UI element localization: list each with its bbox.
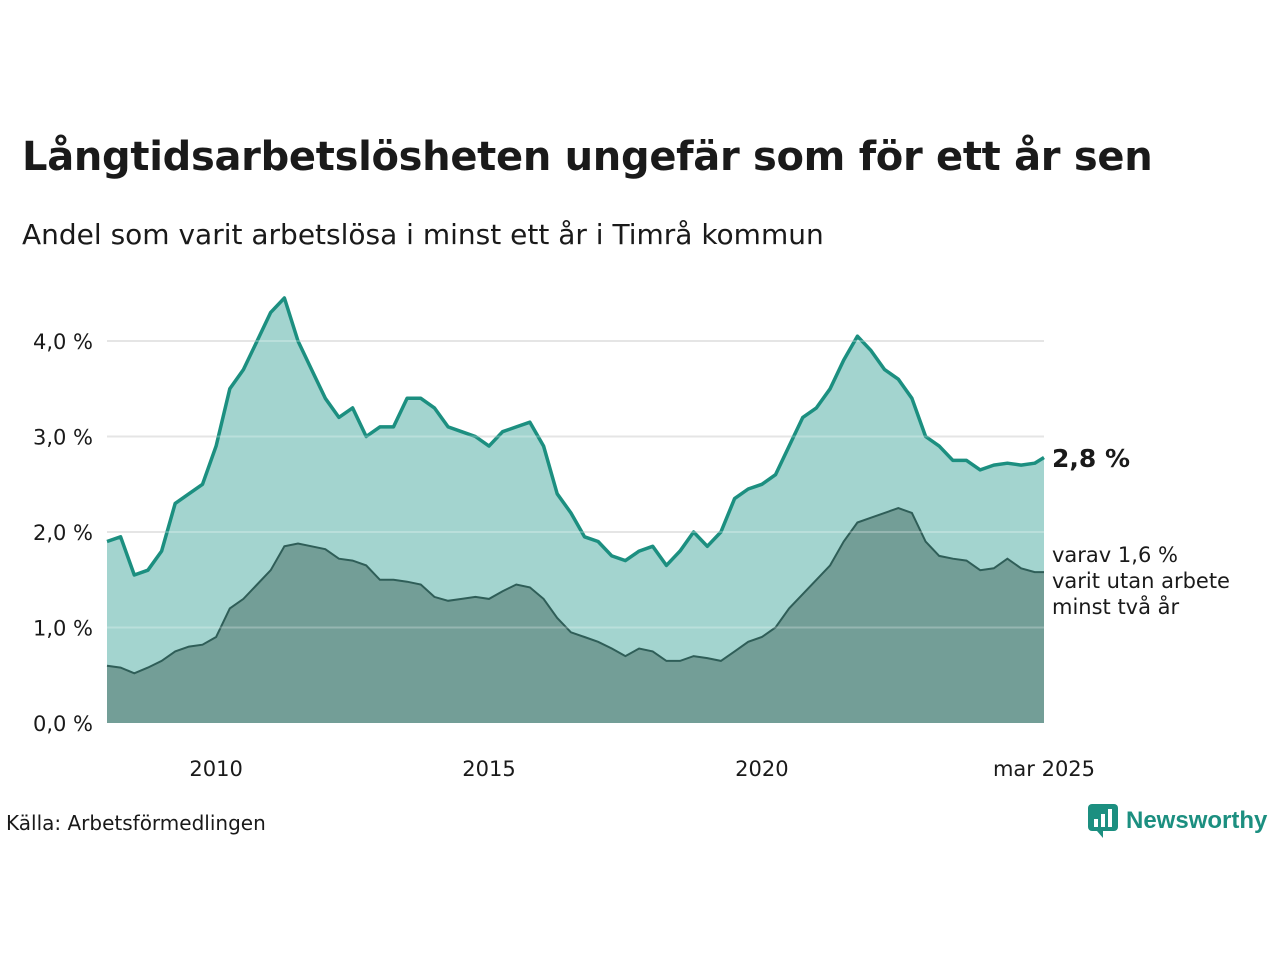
y-tick-label: 1,0 %	[33, 617, 93, 641]
y-tick-label: 0,0 %	[33, 712, 93, 736]
sub-series-note: varav 1,6 % varit utan arbete minst två …	[1052, 542, 1230, 620]
y-tick-label: 3,0 %	[33, 426, 93, 450]
series-two-year-area	[107, 508, 1044, 723]
x-tick-label: 2020	[735, 757, 788, 781]
y-tick-label: 2,0 %	[33, 521, 93, 545]
last-value-label: 2,8 %	[1052, 444, 1131, 473]
newsworthy-logo-icon	[1088, 804, 1118, 838]
y-tick-label: 4,0 %	[33, 330, 93, 354]
newsworthy-logo-text: Newsworthy	[1126, 807, 1268, 834]
sub-note-line-3: minst två år	[1052, 595, 1180, 619]
x-tick-label: mar 2025	[993, 757, 1095, 781]
sub-note-line-2: varit utan arbete	[1052, 569, 1230, 593]
sub-note-line-1: varav 1,6 %	[1052, 543, 1178, 567]
x-tick-label: 2010	[189, 757, 242, 781]
chart-title: Långtidsarbetslösheten ungefär som för e…	[22, 134, 1153, 180]
series-two-year-line	[106, 507, 1044, 675]
newsworthy-logo[interactable]: Newsworthy	[1088, 804, 1267, 838]
source-note: Källa: Arbetsförmedlingen	[6, 811, 266, 835]
x-tick-label: 2015	[462, 757, 515, 781]
chart-subtitle: Andel som varit arbetslösa i minst ett å…	[22, 218, 824, 251]
series-one-year-line	[106, 296, 1045, 577]
